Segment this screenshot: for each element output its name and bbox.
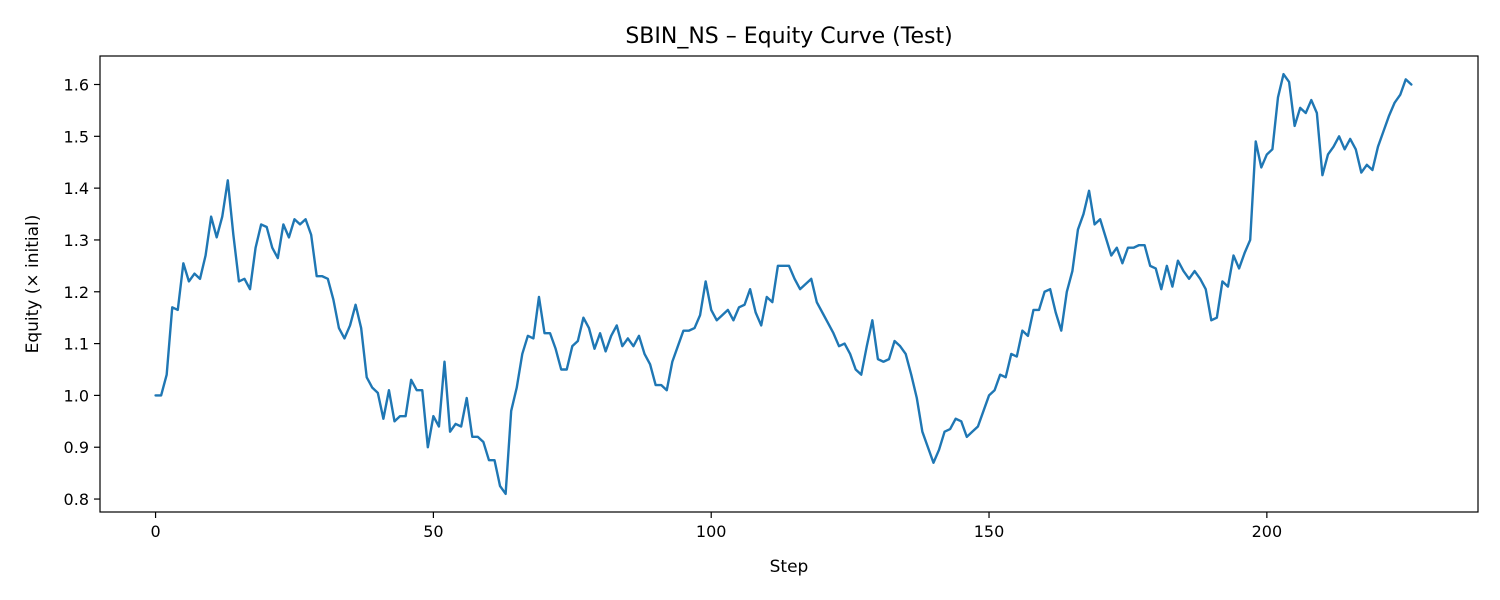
- y-tick-label: 1.4: [64, 179, 89, 198]
- x-tick-label: 0: [150, 522, 160, 541]
- x-axis-ticks: 0 50 100 150 200: [150, 512, 1282, 541]
- equity-line: [154, 72, 1413, 496]
- x-tick-label: 200: [1252, 522, 1283, 541]
- y-tick-label: 0.8: [64, 490, 89, 509]
- y-tick-label: 1.5: [64, 127, 89, 146]
- y-tick-label: 1.1: [64, 335, 89, 354]
- y-tick-label: 1.0: [64, 386, 89, 405]
- y-tick-label: 1.2: [64, 283, 89, 302]
- x-tick-label: 150: [974, 522, 1005, 541]
- x-axis-label: Step: [770, 557, 809, 577]
- y-axis-ticks: 0.8 0.9 1.0 1.1 1.2 1.3 1.4 1.5 1.6: [64, 76, 100, 509]
- y-tick-label: 1.6: [64, 76, 89, 95]
- x-tick-label: 100: [696, 522, 727, 541]
- series-layer: [154, 72, 1413, 496]
- y-axis-label: Equity (× initial): [23, 215, 43, 354]
- chart-title: SBIN_NS – Equity Curve (Test): [625, 24, 952, 49]
- y-tick-label: 0.9: [64, 438, 89, 457]
- x-tick-label: 50: [423, 522, 443, 541]
- plot-frame: [99, 55, 1479, 513]
- y-tick-label: 1.3: [64, 231, 89, 250]
